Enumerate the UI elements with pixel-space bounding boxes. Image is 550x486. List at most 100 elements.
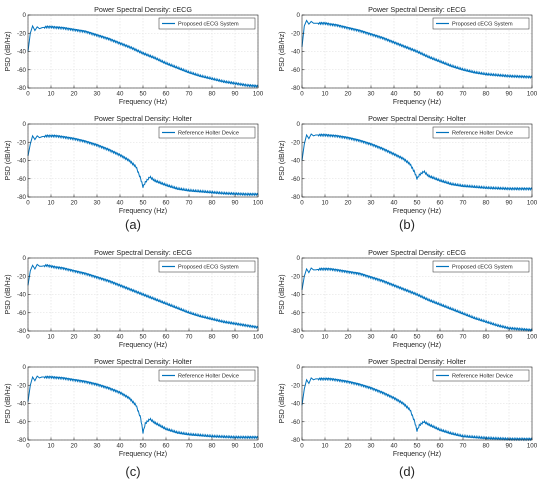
legend-box	[158, 369, 256, 382]
y-tick-label: -80	[291, 85, 301, 92]
x-tick-label: 70	[186, 443, 193, 450]
x-tick-label: 10	[48, 200, 55, 207]
legend: Reference Holter Device	[158, 369, 256, 382]
x-tick-label: 90	[506, 334, 513, 341]
y-tick-label: -60	[17, 176, 27, 183]
y-tick-label: -80	[17, 328, 27, 335]
x-tick-label: 50	[140, 443, 147, 450]
x-tick-label: 60	[163, 200, 170, 207]
x-tick-label: 60	[163, 334, 170, 341]
y-tick-label: -20	[17, 273, 27, 280]
subplot-title: Power Spectral Density: cECG	[368, 5, 466, 14]
cecg-subplot: 0 10 20 30 40 50 60 70 80 90 100 0 -20 -40 -60 -80 Frequ…	[5, 5, 264, 106]
x-tick-label: 80	[483, 334, 490, 341]
psd-series-line	[27, 263, 259, 330]
y-tick-label: -80	[17, 85, 27, 92]
x-tick-label: 70	[460, 200, 467, 207]
x-tick-label: 70	[460, 334, 467, 341]
x-tick-label: 20	[345, 334, 352, 341]
subplot-title: Power Spectral Density: Holter	[368, 357, 466, 366]
legend-label: Reference Holter Device	[178, 374, 239, 380]
legend: Reference Holter Device	[432, 369, 530, 382]
x-tick-label: 10	[322, 200, 329, 207]
x-tick-label: 0	[26, 443, 30, 450]
holter-subplot: 0 10 20 30 40 50 60 70 80 90 100 0 -20 -40 -60 -80 Frequ…	[5, 357, 264, 458]
panel-caption: (b)	[399, 217, 415, 232]
x-tick-label: 40	[117, 91, 124, 98]
x-tick-label: 90	[506, 443, 513, 450]
y-axis-label: PSD (dB/Hz)	[279, 274, 286, 314]
y-axis-label: PSD (dB/Hz)	[279, 31, 286, 71]
subplot-title: Power Spectral Density: Holter	[94, 357, 192, 366]
x-tick-label: 0	[300, 200, 304, 207]
y-tick-label: -60	[17, 310, 27, 317]
x-tick-label: 90	[232, 334, 239, 341]
x-tick-label: 80	[483, 443, 490, 450]
y-tick-label: -60	[291, 419, 301, 426]
x-tick-label: 10	[48, 334, 55, 341]
x-tick-label: 80	[483, 91, 490, 98]
psd-series-line	[27, 134, 259, 197]
x-tick-label: 20	[345, 443, 352, 450]
legend-box	[158, 17, 256, 30]
x-tick-label: 40	[391, 443, 398, 450]
y-axis-label: PSD (dB/Hz)	[279, 383, 286, 423]
x-axis-label: Frequency (Hz)	[119, 342, 167, 349]
x-tick-label: 0	[26, 334, 30, 341]
y-tick-label: -40	[17, 49, 27, 56]
y-tick-label: 0	[23, 364, 27, 371]
x-tick-label: 100	[527, 443, 538, 450]
holter-subplot: 0 10 20 30 40 50 60 70 80 90 100 0 -20 -40 -60 -80 Frequ…	[279, 114, 538, 215]
x-tick-label: 50	[140, 200, 147, 207]
panel-caption: (d)	[399, 464, 415, 479]
subplot-title: Power Spectral Density: cECG	[368, 248, 466, 257]
y-tick-label: 0	[297, 12, 301, 19]
x-tick-label: 0	[300, 443, 304, 450]
x-tick-label: 80	[209, 334, 216, 341]
x-axis-label: Frequency (Hz)	[393, 451, 441, 458]
x-tick-label: 20	[345, 200, 352, 207]
x-tick-label: 100	[253, 200, 264, 207]
x-tick-label: 80	[209, 200, 216, 207]
x-tick-label: 60	[437, 200, 444, 207]
y-tick-label: -20	[291, 30, 301, 37]
legend-label: Reference Holter Device	[452, 374, 513, 380]
x-tick-label: 80	[209, 443, 216, 450]
x-axis-label: Frequency (Hz)	[393, 99, 441, 106]
y-tick-label: -40	[291, 49, 301, 56]
x-tick-label: 40	[391, 200, 398, 207]
legend: Proposed cECG System	[432, 260, 530, 273]
legend-label: Reference Holter Device	[452, 131, 513, 137]
x-tick-label: 90	[506, 91, 513, 98]
x-tick-label: 10	[322, 334, 329, 341]
x-tick-label: 40	[391, 91, 398, 98]
panel-d: 0 10 20 30 40 50 60 70 80 90 1000-20-40-60-80Frequ…	[279, 248, 538, 479]
legend-box	[432, 126, 530, 139]
legend-label: Reference Holter Device	[178, 131, 239, 137]
panel-b: 0 10 20 30 40 50 60 70 80 90 1000-20-40-60-80Frequ…	[279, 5, 538, 232]
x-tick-label: 0	[300, 334, 304, 341]
y-tick-label: 0	[23, 121, 27, 128]
x-tick-label: 30	[94, 91, 101, 98]
x-tick-label: 20	[71, 443, 78, 450]
psd-series-line	[301, 377, 533, 442]
cecg-subplot: 0 10 20 30 40 50 60 70 80 90 100 0 -20 -40 -60 -80 Frequ…	[5, 248, 264, 349]
y-axis-label: PSD (dB/Hz)	[5, 140, 12, 180]
legend-box	[432, 17, 530, 30]
legend: Reference Holter Device	[432, 126, 530, 139]
y-tick-label: -40	[291, 158, 301, 165]
y-tick-label: 0	[297, 364, 301, 371]
cecg-subplot: 0 10 20 30 40 50 60 70 80 90 100 0 -20 -40 -60 -80 Frequ…	[279, 248, 538, 349]
y-tick-label: -60	[17, 67, 27, 74]
y-tick-label: -80	[17, 437, 27, 444]
legend: Proposed cECG System	[158, 260, 256, 273]
y-tick-label: -20	[17, 139, 27, 146]
x-tick-label: 70	[186, 200, 193, 207]
x-tick-label: 30	[368, 334, 375, 341]
x-tick-label: 30	[368, 91, 375, 98]
x-tick-label: 70	[460, 443, 467, 450]
x-tick-label: 10	[48, 91, 55, 98]
x-axis-label: Frequency (Hz)	[119, 451, 167, 458]
x-tick-label: 50	[140, 334, 147, 341]
subplot-title: Power Spectral Density: cECG	[94, 248, 192, 257]
